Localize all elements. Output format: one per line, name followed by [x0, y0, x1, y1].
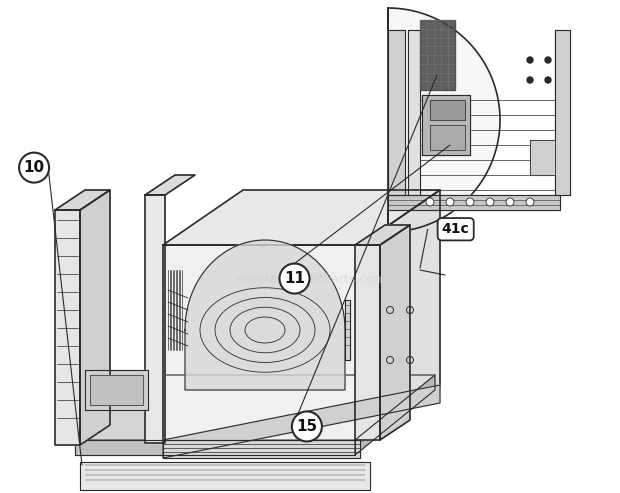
Circle shape — [446, 198, 454, 206]
Polygon shape — [360, 190, 440, 442]
Polygon shape — [420, 20, 455, 90]
Polygon shape — [75, 375, 435, 440]
Polygon shape — [55, 190, 110, 210]
Polygon shape — [430, 100, 465, 120]
Polygon shape — [163, 245, 360, 442]
Polygon shape — [388, 30, 405, 195]
Circle shape — [19, 153, 49, 182]
Polygon shape — [145, 195, 165, 443]
Circle shape — [545, 57, 551, 63]
Polygon shape — [90, 375, 143, 405]
Polygon shape — [85, 370, 148, 410]
Circle shape — [527, 77, 533, 83]
Circle shape — [526, 198, 534, 206]
Polygon shape — [345, 300, 350, 360]
Text: 11: 11 — [284, 271, 305, 286]
Polygon shape — [388, 8, 500, 232]
Circle shape — [426, 198, 434, 206]
Polygon shape — [380, 225, 410, 440]
Polygon shape — [75, 440, 355, 455]
Circle shape — [527, 57, 533, 63]
Circle shape — [545, 77, 551, 83]
Polygon shape — [422, 95, 470, 155]
Polygon shape — [80, 462, 370, 490]
Polygon shape — [163, 440, 360, 458]
Polygon shape — [55, 210, 80, 445]
Polygon shape — [530, 140, 555, 175]
Circle shape — [486, 198, 494, 206]
Text: 15: 15 — [296, 419, 317, 434]
Polygon shape — [355, 225, 410, 245]
Polygon shape — [388, 195, 560, 210]
Text: 10: 10 — [24, 160, 45, 175]
Circle shape — [292, 412, 322, 441]
Polygon shape — [430, 125, 465, 150]
Polygon shape — [185, 240, 345, 390]
Circle shape — [506, 198, 514, 206]
Polygon shape — [163, 190, 440, 245]
Text: eReplacementParts.com: eReplacementParts.com — [234, 274, 386, 286]
Polygon shape — [408, 30, 420, 195]
Polygon shape — [145, 175, 195, 195]
Polygon shape — [355, 245, 380, 440]
Polygon shape — [355, 375, 435, 455]
Polygon shape — [80, 190, 110, 445]
Circle shape — [466, 198, 474, 206]
Text: 41c: 41c — [442, 222, 469, 236]
Circle shape — [280, 264, 309, 293]
Polygon shape — [555, 30, 570, 195]
Polygon shape — [163, 385, 440, 458]
